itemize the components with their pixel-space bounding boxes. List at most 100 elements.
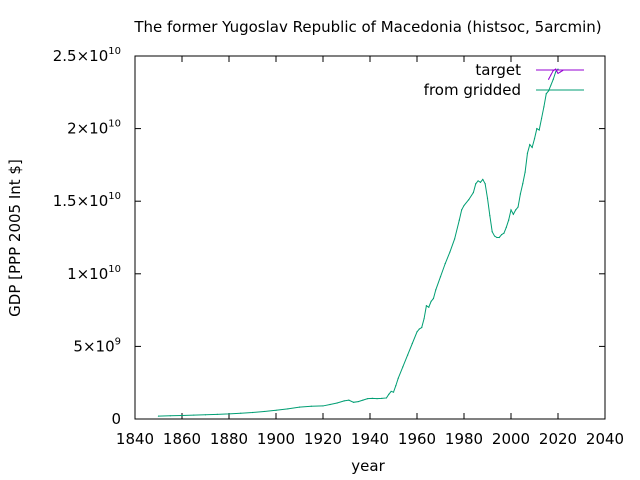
series-line-target xyxy=(548,68,563,80)
y-tick-label: 5×109 xyxy=(73,336,121,355)
y-axis-label: GDP [PPP 2005 Int $] xyxy=(6,159,24,317)
data-point-from-gridded xyxy=(430,300,432,302)
data-point-from-gridded xyxy=(169,415,171,417)
data-point-from-gridded xyxy=(463,204,465,207)
x-tick-label: 1880 xyxy=(210,430,248,448)
y-tick-mantissa: 2×10 xyxy=(67,120,108,138)
y-tick-mantissa: 1×10 xyxy=(67,265,108,283)
data-point-from-gridded xyxy=(362,399,364,401)
y-tick-label: 2.5×1010 xyxy=(53,46,121,65)
data-point-from-gridded xyxy=(371,397,373,399)
data-point-from-gridded xyxy=(557,68,559,70)
data-point-from-gridded xyxy=(287,408,289,410)
data-point-from-gridded xyxy=(510,209,512,211)
data-point-from-gridded xyxy=(482,178,484,181)
data-point-from-gridded xyxy=(251,411,254,414)
data-point-from-gridded xyxy=(395,385,397,387)
y-tick-exponent: 10 xyxy=(108,119,121,130)
data-point-from-gridded xyxy=(416,331,418,333)
y-tick-label: 1×1010 xyxy=(67,264,121,283)
data-point-from-gridded xyxy=(461,209,463,211)
data-point-from-gridded xyxy=(505,226,507,228)
data-point-from-gridded xyxy=(533,138,536,140)
data-point-from-gridded xyxy=(310,405,312,407)
data-point-from-gridded xyxy=(411,342,413,345)
x-tick-label: 1900 xyxy=(257,430,295,448)
data-point-from-gridded xyxy=(515,209,517,211)
x-axis-label: year xyxy=(351,457,385,475)
data-point-from-gridded xyxy=(519,193,522,195)
data-point-from-gridded xyxy=(454,238,456,240)
data-point-from-gridded xyxy=(240,412,242,414)
data-point-from-gridded xyxy=(397,377,399,379)
data-point-from-gridded xyxy=(552,78,554,80)
x-tick-label: 1960 xyxy=(398,430,436,448)
y-tick-mantissa: 0 xyxy=(111,410,121,428)
y-tick-label: 1.5×1010 xyxy=(53,191,121,210)
data-point-from-gridded xyxy=(479,181,482,183)
y-tick-exponent: 10 xyxy=(108,264,121,275)
data-point-from-gridded xyxy=(435,289,437,291)
data-point-from-gridded xyxy=(343,400,345,402)
data-point-from-gridded xyxy=(329,403,331,406)
data-point-from-gridded xyxy=(489,215,491,217)
data-point-target xyxy=(557,72,559,75)
data-point-from-gridded xyxy=(322,405,324,407)
data-point-from-gridded xyxy=(458,219,460,221)
data-point-from-gridded xyxy=(475,183,477,185)
plot-frame xyxy=(134,55,606,420)
x-tick-label: 2020 xyxy=(539,430,577,448)
y-tick-mantissa: 5×10 xyxy=(73,337,114,355)
data-point-from-gridded xyxy=(367,398,369,400)
data-point-from-gridded xyxy=(536,128,538,130)
data-point-target xyxy=(555,68,557,70)
data-point-from-gridded xyxy=(439,276,442,278)
x-tick-label: 1940 xyxy=(351,430,389,448)
legend-label: from gridded xyxy=(424,81,521,99)
data-point-from-gridded xyxy=(540,117,543,120)
data-point-from-gridded xyxy=(531,146,533,149)
y-tick-label: 2×1010 xyxy=(67,119,121,138)
data-point-from-gridded xyxy=(543,106,545,108)
data-point-from-gridded xyxy=(407,354,409,356)
data-point-from-gridded xyxy=(538,129,540,131)
data-point-from-gridded xyxy=(357,400,359,403)
x-tick-label: 1920 xyxy=(304,430,342,448)
x-tick-label: 2040 xyxy=(586,430,624,448)
data-point-from-gridded xyxy=(204,414,207,416)
data-point-from-gridded xyxy=(336,402,338,404)
data-point-from-gridded xyxy=(376,398,378,400)
x-tick-label: 1980 xyxy=(445,430,483,448)
data-point-from-gridded xyxy=(428,306,430,308)
data-point-from-gridded xyxy=(392,391,395,393)
data-point-from-gridded xyxy=(388,393,390,395)
data-point-from-gridded xyxy=(550,84,552,86)
data-point-from-gridded xyxy=(263,410,265,413)
data-point-from-gridded xyxy=(548,90,550,92)
data-point-from-gridded xyxy=(216,413,218,415)
data-point-from-gridded xyxy=(193,414,195,416)
data-point-from-gridded xyxy=(517,206,519,208)
data-point-from-gridded xyxy=(491,231,493,233)
data-point-from-gridded xyxy=(348,399,350,401)
data-point-from-gridded xyxy=(486,197,489,199)
y-tick-exponent: 9 xyxy=(115,336,121,347)
x-tick-label: 2000 xyxy=(492,430,530,448)
data-point-from-gridded xyxy=(444,263,446,265)
data-point-from-gridded xyxy=(402,366,404,368)
y-tick-label: 0 xyxy=(111,410,121,428)
data-point-from-gridded xyxy=(545,93,547,95)
data-point-from-gridded xyxy=(298,406,301,408)
data-point-from-gridded xyxy=(498,236,500,239)
series-line-from-gridded xyxy=(158,68,559,417)
data-point-target xyxy=(559,71,561,73)
data-point-from-gridded xyxy=(526,152,529,154)
data-point-from-gridded xyxy=(468,199,470,201)
y-tick-exponent: 10 xyxy=(108,191,121,202)
data-point-from-gridded xyxy=(432,297,435,300)
data-point-from-gridded xyxy=(493,235,496,237)
data-point-from-gridded xyxy=(423,318,425,320)
data-point-from-gridded xyxy=(501,233,503,236)
data-point-from-gridded xyxy=(425,305,427,307)
